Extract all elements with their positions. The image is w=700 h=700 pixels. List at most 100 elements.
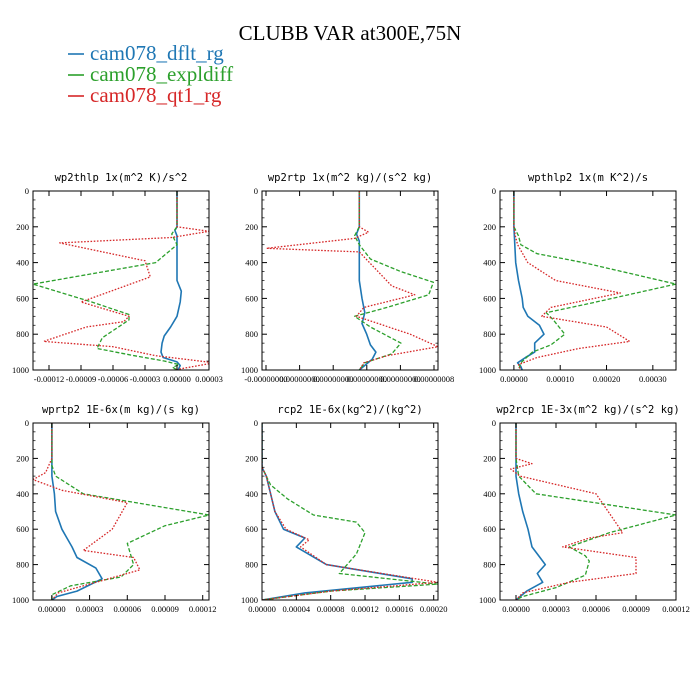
panel-6: wp2rcp 1E-3x(m^2 kg)/(s^2 kg)0 200 400 600 8… [479, 404, 690, 614]
xtick-label: -0.00012 [34, 374, 64, 384]
xtick-label: 0.00030 [639, 374, 667, 384]
series-line-cam078_expldiff [515, 423, 676, 600]
series-group [265, 191, 438, 370]
legend-label-cam078_expldiff: cam078_expldiff [90, 62, 233, 86]
ytick-label: 600 [483, 293, 496, 303]
ytick-label: 200 [16, 453, 29, 463]
ytick-label: 0 [25, 186, 29, 196]
ytick-label: 400 [16, 258, 29, 268]
ytick-label: 0 [492, 418, 496, 428]
xtick-label: 0.00003 [542, 604, 570, 614]
ytick-label: 1000 [12, 595, 29, 605]
series-line-cam078_qt1_rg [262, 423, 438, 600]
series-line-cam078_dflt_rg [513, 191, 545, 370]
ytick-label: 200 [483, 453, 496, 463]
ytick-label: 0 [254, 418, 258, 428]
xtick-label: 0.00000000 [380, 374, 420, 384]
ytick-label: 600 [483, 524, 496, 534]
series-line-cam078_expldiff [262, 423, 438, 600]
xtick-label: 0.00004 [283, 604, 311, 614]
xtick-label: 0.00012 [351, 604, 379, 614]
series-line-cam078_expldiff [513, 191, 676, 370]
panel-3: wpthlp2 1x(m K^2)/s 0 200 400 600 800 1000 0.00… [479, 172, 677, 384]
ytick-label: 600 [16, 293, 29, 303]
ytick-label: 600 [245, 524, 258, 534]
xtick-label: 0.00009 [622, 604, 650, 614]
xtick-label: 0.00000 [248, 604, 276, 614]
legend-label-cam078_qt1_rg: cam078_qt1_rg [90, 83, 222, 107]
panel-title: wp2thlp 1x(m^2 K)/s^2 [55, 172, 188, 184]
series-line-cam078_qt1_rg [513, 191, 631, 370]
legend-label-cam078_dflt_rg: cam078_dflt_rg [90, 41, 224, 65]
plot-frame [261, 190, 439, 371]
series-line-cam078_expldiff [33, 191, 180, 370]
series-group [262, 423, 438, 600]
series-line-cam078_qt1_rg [510, 423, 637, 600]
panels: wp2thlp 1x(m^2 K)/s^2 0 200 400 600 800 1000 -0… [12, 172, 690, 614]
panel-title: wprtp2 1E-6x(m kg)/(s kg) [42, 404, 200, 416]
series-group [510, 423, 676, 600]
xtick-label: 0.00009 [151, 604, 179, 614]
series-line-cam078_dflt_rg [515, 423, 547, 600]
plot-frame [32, 422, 210, 601]
series-group [33, 423, 209, 600]
chart-title: CLUBB VAR at300E,75N [239, 21, 462, 45]
panel-title: wpthlp2 1x(m K^2)/s [528, 172, 648, 184]
xtick-label: -0.00009 [66, 374, 96, 384]
xtick-label: 0.00012 [662, 604, 690, 614]
ytick-label: 600 [16, 524, 29, 534]
ytick-label: 0 [254, 186, 258, 196]
ytick-label: 400 [16, 489, 29, 499]
xtick-label: 0.00020 [420, 604, 448, 614]
ytick-label: 800 [16, 560, 29, 570]
ytick-label: 200 [16, 222, 29, 232]
series-line-cam078_expldiff [353, 191, 435, 370]
xtick-label: 0.00006 [582, 604, 610, 614]
ytick-label: 400 [483, 489, 496, 499]
panel-2: wp2rtp 1x(m^2 kg)/(s^2 kg) 0 200 400 600 800 1… [241, 172, 454, 384]
series-line-cam078_qt1_rg [265, 191, 438, 370]
ytick-label: 1000 [12, 365, 29, 375]
panel-5: rcp2 1E-6x(kg^2)/(kg^2) 0 200 400 600 800 1000… [241, 404, 448, 614]
ytick-label: 0 [492, 186, 496, 196]
ytick-label: 800 [245, 329, 258, 339]
plot-frame [499, 190, 677, 371]
ytick-label: 200 [245, 222, 258, 232]
xtick-label: 0.00008 [317, 604, 345, 614]
plot-frame [261, 422, 439, 601]
series-line-cam078_dflt_rg [355, 191, 377, 370]
xtick-label: 0.00000000 [347, 374, 387, 384]
xtick-label: 0.00000 [38, 604, 66, 614]
xtick-label: 0.00003 [76, 604, 104, 614]
xtick-label: 0.00016 [386, 604, 414, 614]
xtick-label: 0.00000000 [313, 374, 353, 384]
xtick-label: 0.00006 [113, 604, 141, 614]
xtick-label: 0.00000000 [279, 374, 319, 384]
series-line-cam078_dflt_rg [51, 423, 103, 600]
ytick-label: 800 [483, 560, 496, 570]
series-line-cam078_qt1_rg [43, 191, 209, 370]
panel-title: wp2rcp 1E-3x(m^2 kg)/(s^2 kg) [496, 404, 679, 416]
ytick-label: 800 [245, 560, 258, 570]
xtick-label: 0.00000 [163, 374, 191, 384]
xtick-label: -0.00006 [98, 374, 128, 384]
ytick-label: 400 [245, 489, 258, 499]
xtick-label: 0.00003 [195, 374, 223, 384]
panel-title: rcp2 1E-6x(kg^2)/(kg^2) [277, 404, 422, 416]
series-line-cam078_expldiff [51, 423, 209, 600]
xtick-label: -0.00003 [130, 374, 160, 384]
series-group [513, 191, 676, 370]
series-line-cam078_dflt_rg [262, 423, 414, 600]
xtick-label: -0.00000000 [244, 374, 287, 384]
xtick-label: 0.00020 [593, 374, 621, 384]
xtick-label: 0.00010 [546, 374, 574, 384]
xtick-label: 0.00000008 [414, 374, 454, 384]
ytick-label: 1000 [479, 365, 496, 375]
xtick-label: 0.00000 [500, 374, 528, 384]
ytick-label: 1000 [479, 595, 496, 605]
ytick-label: 400 [483, 258, 496, 268]
xtick-label: 0.00000 [502, 604, 530, 614]
ytick-label: 800 [16, 329, 29, 339]
panel-4: wprtp2 1E-6x(m kg)/(s kg) 0 200 400 600 800 10… [12, 404, 217, 614]
series-group [33, 191, 209, 370]
